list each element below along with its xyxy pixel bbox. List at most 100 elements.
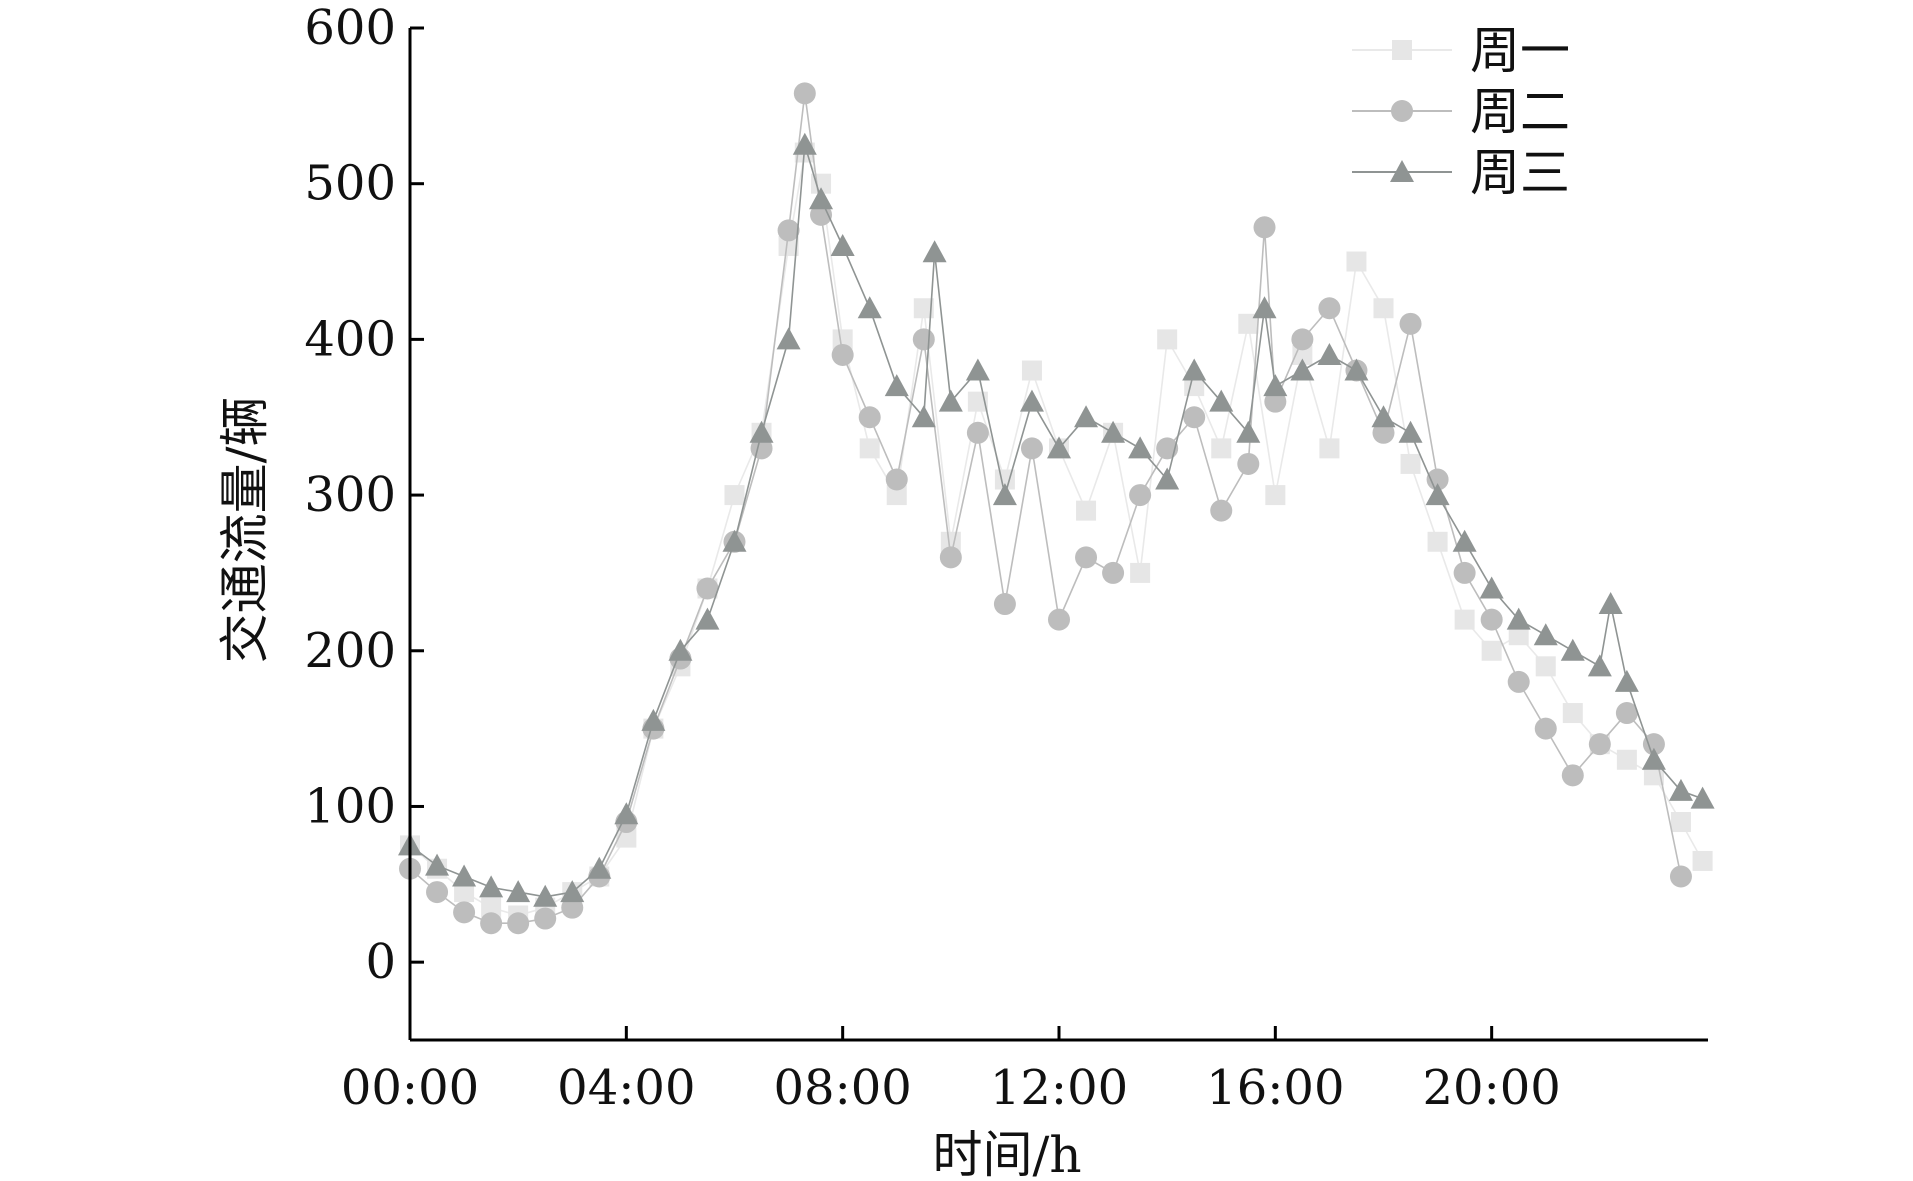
data-point xyxy=(885,468,908,491)
x-axis-title: 时间/h xyxy=(932,1126,1081,1181)
data-point xyxy=(1129,484,1152,507)
series-line xyxy=(409,93,1682,925)
x-tick-label: 08:00 xyxy=(774,1060,912,1116)
data-point xyxy=(1641,747,1666,770)
data-point xyxy=(1452,529,1477,552)
data-point xyxy=(830,233,855,256)
data-point xyxy=(1371,405,1396,428)
y-tick-label: 400 xyxy=(304,311,396,367)
data-point xyxy=(1427,531,1448,552)
data-point xyxy=(425,853,450,876)
data-point xyxy=(479,875,504,898)
data-point xyxy=(507,912,530,935)
data-point xyxy=(778,235,799,256)
data-point xyxy=(1155,467,1180,490)
data-point xyxy=(481,897,502,918)
data-point xyxy=(695,607,720,630)
data-point xyxy=(1616,749,1637,770)
data-point xyxy=(1642,733,1665,756)
data-point xyxy=(1074,405,1099,428)
data-point xyxy=(1317,342,1342,365)
data-point xyxy=(939,546,962,569)
ticks: 0 100 200 300 400 500 600 00:00 04:00 08:00 12:00 1… xyxy=(304,0,1560,1116)
data-point xyxy=(534,907,557,930)
data-point xyxy=(1692,850,1713,871)
data-point xyxy=(1400,453,1421,474)
data-point xyxy=(1237,452,1260,475)
series-2 xyxy=(399,82,1692,935)
data-point xyxy=(641,708,666,731)
x-tick-label: 20:00 xyxy=(1423,1060,1561,1116)
data-point xyxy=(614,802,639,825)
data-point xyxy=(857,296,882,319)
data-point xyxy=(1346,251,1367,272)
data-point xyxy=(832,329,853,350)
data-point xyxy=(1019,389,1044,412)
data-point xyxy=(1252,296,1277,319)
data-point xyxy=(1560,638,1585,661)
data-point xyxy=(1562,703,1583,724)
data-point xyxy=(506,880,531,903)
data-point xyxy=(453,901,476,924)
data-point xyxy=(1156,437,1179,460)
data-point xyxy=(911,405,936,428)
y-axis-title: 交通流量/辆 xyxy=(216,397,274,664)
data-point xyxy=(1076,500,1097,521)
y-tick-label: 200 xyxy=(304,623,396,679)
series-line xyxy=(409,150,1704,917)
data-point xyxy=(1373,298,1394,319)
data-point xyxy=(587,856,612,879)
data-point xyxy=(1130,562,1151,583)
data-point xyxy=(1480,608,1503,631)
data-point xyxy=(454,882,475,903)
data-point xyxy=(1561,764,1584,787)
data-point xyxy=(1265,485,1286,506)
data-point xyxy=(858,406,881,429)
data-point xyxy=(749,420,774,443)
data-point xyxy=(1209,389,1234,412)
data-point xyxy=(1021,360,1042,381)
data-point xyxy=(1508,625,1529,646)
legend-label: 周一 xyxy=(1470,22,1570,80)
data-point xyxy=(426,881,449,904)
data-point xyxy=(1614,669,1639,692)
data-point xyxy=(1157,329,1178,350)
data-point xyxy=(1291,328,1314,351)
data-point xyxy=(1615,702,1638,725)
data-point xyxy=(965,358,990,381)
data-point xyxy=(480,912,503,935)
y-tick-label: 500 xyxy=(304,156,396,212)
data-point xyxy=(776,327,801,350)
data-point xyxy=(724,485,745,506)
data-point xyxy=(1598,592,1623,615)
data-point xyxy=(1210,499,1233,522)
data-point xyxy=(1398,420,1423,443)
x-tick-label: 04:00 xyxy=(557,1060,695,1116)
data-point xyxy=(1020,437,1043,460)
data-point xyxy=(1690,786,1715,809)
data-point xyxy=(792,132,817,155)
data-point xyxy=(992,483,1017,506)
legend-entry-1: 周一 xyxy=(1352,22,1570,80)
data-point xyxy=(922,240,947,263)
data-point xyxy=(809,187,834,210)
data-point xyxy=(1506,607,1531,630)
data-point xyxy=(533,884,558,907)
data-point xyxy=(1669,865,1692,888)
data-point xyxy=(1534,717,1557,740)
data-point xyxy=(1479,576,1504,599)
data-point xyxy=(1128,436,1153,459)
data-point xyxy=(1535,656,1556,677)
legend-marker xyxy=(1392,40,1412,60)
series-1 xyxy=(400,142,1713,926)
data-point xyxy=(1668,778,1693,801)
data-point xyxy=(1454,609,1475,630)
legend-entry-3: 周三 xyxy=(1352,144,1570,202)
series-line xyxy=(409,144,1703,898)
data-point xyxy=(560,880,585,903)
y-tick-label: 600 xyxy=(304,0,396,56)
data-point xyxy=(1211,438,1232,459)
data-point xyxy=(912,328,935,351)
